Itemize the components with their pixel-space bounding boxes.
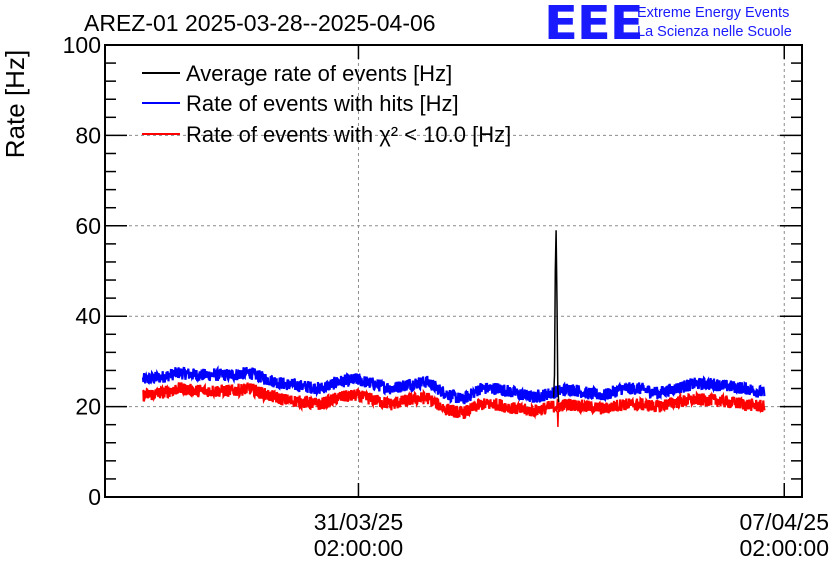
- legend-label: Average rate of events [Hz]: [186, 61, 452, 86]
- logo-caption: Extreme Energy Events La Scienza nelle S…: [637, 4, 792, 42]
- y-tick-label: 40: [75, 303, 101, 329]
- x-tick-label-date: 07/04/25: [739, 509, 829, 535]
- x-tick-label-time: 02:00:00: [739, 535, 829, 561]
- eee-logo: EEE: [544, 0, 644, 50]
- y-tick-label: 20: [75, 394, 101, 420]
- plot-frame: [104, 44, 803, 498]
- logo-line-2: La Scienza nelle Scuole: [637, 24, 792, 40]
- y-tick-label: 100: [63, 32, 101, 58]
- series-average-line: [552, 230, 560, 403]
- x-tick-label-time: 02:00:00: [314, 535, 404, 561]
- legend-label: Rate of events with χ² < 10.0 [Hz]: [186, 122, 511, 147]
- y-tick-label: 60: [75, 213, 101, 239]
- x-tick-label-date: 31/03/25: [314, 509, 404, 535]
- y-tick-label: 0: [88, 484, 101, 510]
- series-hits-line: [141, 365, 766, 405]
- series-chi2-dip: [556, 408, 560, 427]
- y-tick-label: 80: [75, 122, 101, 148]
- series-chi2-line: [142, 382, 766, 420]
- logo-line-1: Extreme Energy Events: [637, 5, 790, 21]
- chart-title: AREZ-01 2025-03-28--2025-04-06: [84, 10, 436, 36]
- legend-label: Rate of events with hits [Hz]: [186, 91, 459, 116]
